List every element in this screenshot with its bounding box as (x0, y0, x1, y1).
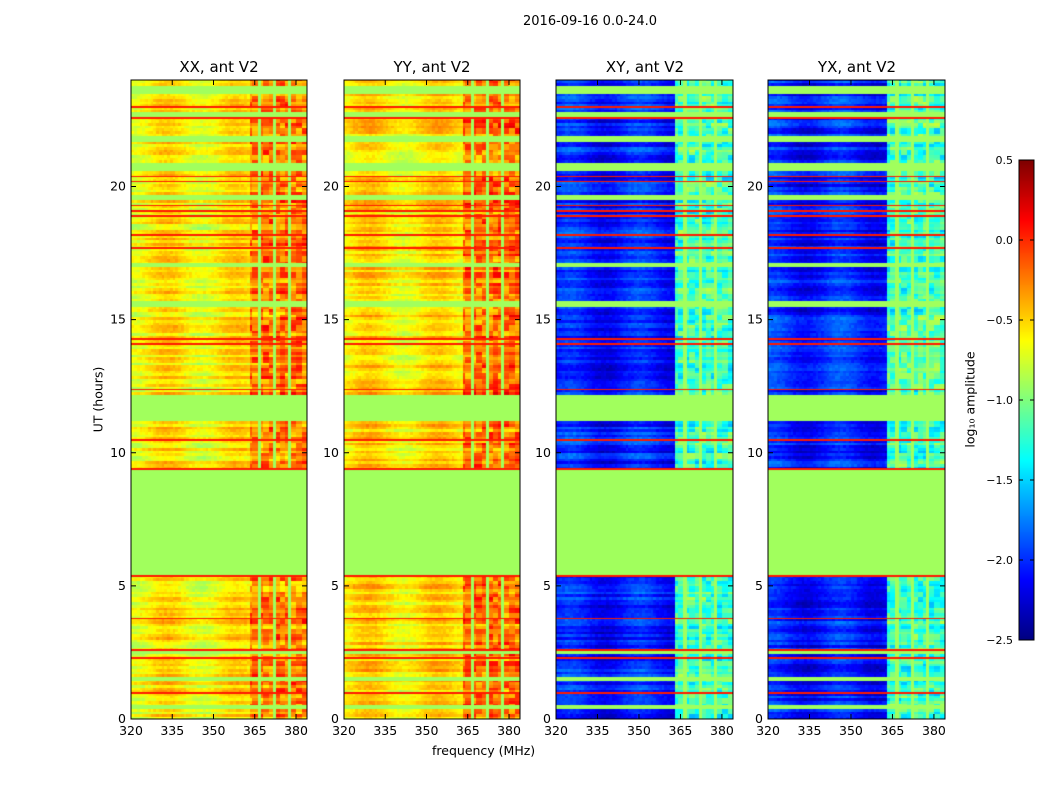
y-axis-label: UT (hours) (90, 366, 106, 433)
colorbar-tick-label: 0.0 (996, 234, 1014, 247)
colorbar-tick-label: −1.0 (986, 394, 1013, 407)
y-tick-label: 0 (118, 711, 126, 726)
heatmap-yx (768, 80, 945, 719)
figure-title: 2016-09-16 0.0-24.0 (523, 14, 657, 29)
x-tick-label: 320 (756, 723, 780, 738)
x-tick-label: 350 (627, 723, 651, 738)
x-tick-label: 380 (497, 723, 521, 738)
x-tick-label: 350 (415, 723, 439, 738)
x-tick-label: 350 (202, 723, 226, 738)
y-tick-label: 15 (535, 312, 551, 327)
colorbar-tick-label: −2.0 (986, 554, 1013, 567)
x-tick-label: 380 (922, 723, 946, 738)
heatmap-xy (556, 80, 733, 719)
y-tick-label: 15 (747, 312, 763, 327)
y-tick-label: 15 (110, 312, 126, 327)
x-tick-label: 365 (669, 723, 693, 738)
panel-frame (343, 79, 521, 720)
x-tick-label: 365 (243, 723, 267, 738)
y-tick-label: 0 (755, 711, 763, 726)
colorbar-tick-label: −2.5 (986, 634, 1013, 647)
y-tick-label: 5 (331, 578, 339, 593)
y-tick-label: 20 (323, 179, 339, 194)
heatmap-xx (131, 80, 307, 719)
colorbar (1019, 160, 1034, 640)
panel-frame (555, 79, 734, 720)
y-tick-label: 5 (543, 578, 551, 593)
y-tick-label: 0 (331, 711, 339, 726)
x-tick-label: 365 (881, 723, 905, 738)
colorbar-tick-label: −1.5 (986, 474, 1013, 487)
panel-frame (767, 79, 946, 720)
y-tick-label: 5 (755, 578, 763, 593)
colorbar-label: log₁₀ amplitude (962, 351, 978, 448)
x-tick-label: 320 (119, 723, 143, 738)
x-tick-label: 335 (160, 723, 184, 738)
y-tick-label: 20 (110, 179, 126, 194)
x-tick-label: 335 (373, 723, 397, 738)
colorbar-tick-label: −0.5 (986, 314, 1013, 327)
heatmap-yy (344, 80, 520, 719)
x-tick-label: 380 (284, 723, 308, 738)
x-tick-label: 335 (798, 723, 822, 738)
panel-title-yx: YX, ant V2 (817, 58, 897, 76)
y-tick-label: 10 (535, 445, 551, 460)
panel-title-yy: YY, ant V2 (393, 58, 471, 76)
x-tick-label: 365 (456, 723, 480, 738)
y-tick-label: 20 (535, 179, 551, 194)
x-tick-label: 320 (332, 723, 356, 738)
x-axis-label: frequency (MHz) (432, 743, 536, 758)
panel-frame (130, 79, 308, 720)
y-tick-label: 10 (323, 445, 339, 460)
x-tick-label: 350 (839, 723, 863, 738)
y-tick-label: 20 (747, 179, 763, 194)
y-tick-label: 10 (747, 445, 763, 460)
panel-title-xy: XY, ant V2 (605, 58, 685, 76)
y-tick-label: 15 (323, 312, 339, 327)
x-tick-label: 335 (586, 723, 610, 738)
panel-title-xx: XX, ant V2 (179, 58, 259, 76)
x-tick-label: 380 (710, 723, 734, 738)
y-tick-label: 0 (543, 711, 551, 726)
x-tick-label: 320 (544, 723, 568, 738)
colorbar-tick-label: 0.5 (996, 154, 1014, 167)
y-tick-label: 10 (110, 445, 126, 460)
y-tick-label: 5 (118, 578, 126, 593)
